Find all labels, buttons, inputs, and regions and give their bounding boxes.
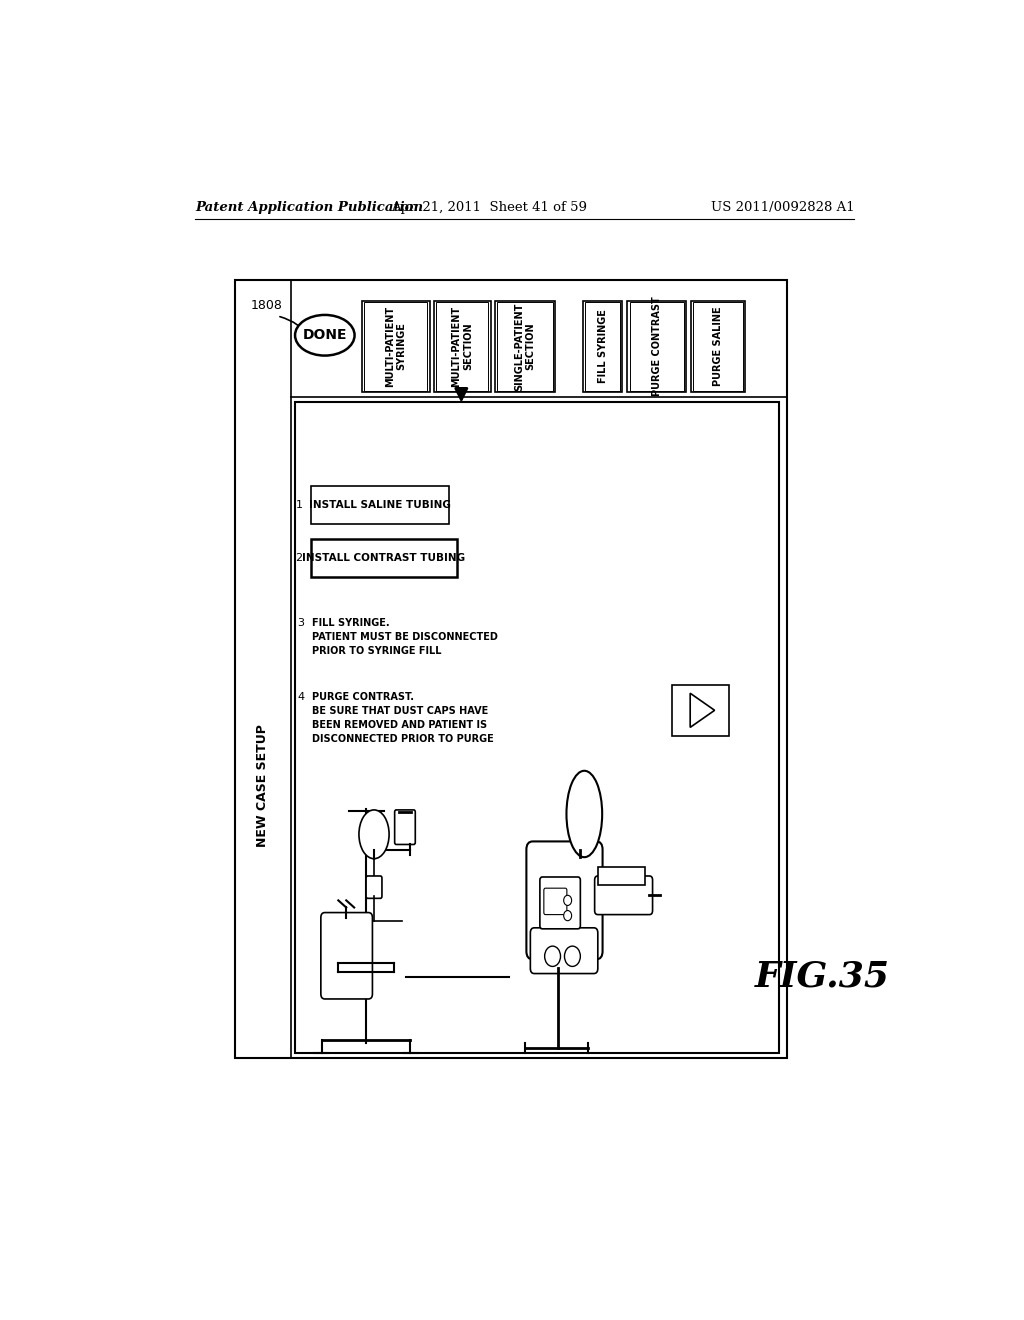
Text: PURGE CONTRAST: PURGE CONTRAST	[651, 297, 662, 396]
Circle shape	[563, 895, 571, 906]
Text: FILL SYRINGE.
PATIENT MUST BE DISCONNECTED
PRIOR TO SYRINGE FILL: FILL SYRINGE. PATIENT MUST BE DISCONNECT…	[312, 618, 498, 656]
Circle shape	[563, 911, 571, 921]
Bar	[365, 302, 427, 391]
FancyBboxPatch shape	[367, 876, 382, 899]
Ellipse shape	[359, 810, 389, 859]
Text: US 2011/0092828 A1: US 2011/0092828 A1	[711, 201, 854, 214]
Text: DONE: DONE	[302, 329, 347, 342]
Polygon shape	[690, 693, 715, 727]
Bar	[495, 301, 555, 392]
Text: FIG.35: FIG.35	[755, 960, 890, 994]
Bar	[690, 301, 745, 392]
Text: NEW CASE SETUP: NEW CASE SETUP	[256, 725, 269, 847]
Ellipse shape	[295, 315, 354, 355]
Bar	[583, 301, 623, 392]
Bar	[310, 486, 450, 524]
Bar	[693, 302, 743, 391]
Bar	[497, 302, 553, 391]
Bar	[598, 867, 645, 886]
Text: 4: 4	[297, 692, 304, 702]
Bar	[310, 539, 458, 577]
Text: 2: 2	[296, 553, 303, 562]
Bar	[630, 302, 684, 391]
Bar	[236, 280, 786, 1057]
Bar	[362, 301, 430, 392]
FancyBboxPatch shape	[530, 928, 598, 974]
Text: MULTI-PATIENT
SECTION: MULTI-PATIENT SECTION	[452, 306, 473, 387]
Text: 1: 1	[296, 500, 303, 510]
Ellipse shape	[566, 771, 602, 857]
Text: INSTALL CONTRAST TUBING: INSTALL CONTRAST TUBING	[302, 553, 466, 562]
Text: FILL SYRINGE: FILL SYRINGE	[598, 309, 607, 383]
Bar	[436, 302, 488, 391]
Text: 3: 3	[297, 618, 304, 628]
FancyBboxPatch shape	[321, 912, 373, 999]
FancyBboxPatch shape	[544, 888, 567, 915]
Text: PURGE SALINE: PURGE SALINE	[713, 306, 723, 387]
Text: SINGLE-PATIENT
SECTION: SINGLE-PATIENT SECTION	[514, 302, 536, 391]
Text: INSTALL SALINE TUBING: INSTALL SALINE TUBING	[309, 500, 451, 510]
Bar	[672, 685, 729, 735]
Bar	[627, 301, 686, 392]
FancyBboxPatch shape	[595, 876, 652, 915]
Bar	[585, 302, 620, 391]
Text: Apr. 21, 2011  Sheet 41 of 59: Apr. 21, 2011 Sheet 41 of 59	[391, 201, 587, 214]
Bar	[433, 301, 490, 392]
Text: MULTI-PATIENT
SYRINGE: MULTI-PATIENT SYRINGE	[385, 306, 407, 387]
Text: PURGE CONTRAST.
BE SURE THAT DUST CAPS HAVE
BEEN REMOVED AND PATIENT IS
DISCONNE: PURGE CONTRAST. BE SURE THAT DUST CAPS H…	[312, 692, 494, 744]
FancyBboxPatch shape	[540, 876, 581, 929]
Circle shape	[545, 946, 560, 966]
Text: 1808: 1808	[251, 300, 283, 313]
Bar	[295, 403, 778, 1053]
FancyBboxPatch shape	[394, 810, 416, 845]
Text: Patent Application Publication: Patent Application Publication	[196, 201, 424, 214]
FancyBboxPatch shape	[526, 841, 602, 960]
Circle shape	[564, 946, 581, 966]
